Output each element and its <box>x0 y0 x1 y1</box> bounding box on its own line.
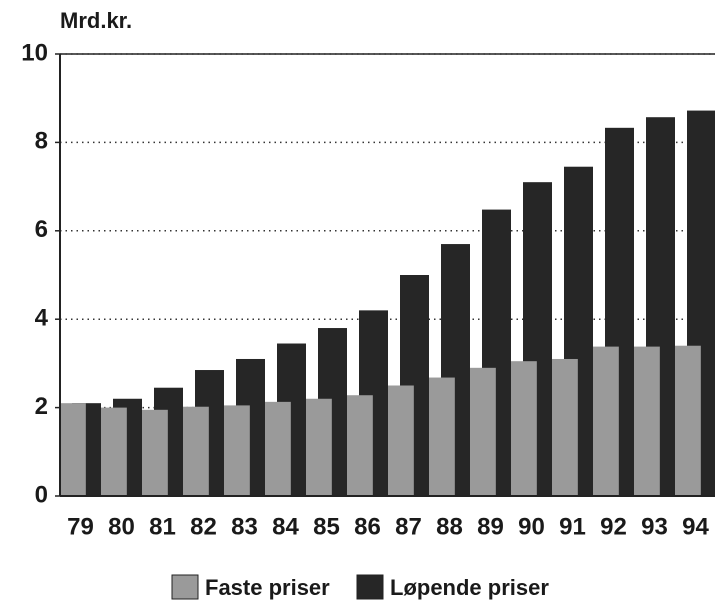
x-tick-label: 85 <box>313 513 340 540</box>
bar <box>183 406 209 496</box>
x-tick-label: 94 <box>682 513 709 540</box>
bar <box>224 405 250 496</box>
x-tick-label: 86 <box>354 513 381 540</box>
x-tick-label: 83 <box>231 513 258 540</box>
x-tick-label: 91 <box>559 513 586 540</box>
bar <box>142 409 168 496</box>
legend-label: Faste priser <box>205 575 330 600</box>
x-tick-label: 89 <box>477 513 504 540</box>
legend-swatch <box>356 574 384 600</box>
x-tick-label: 87 <box>395 513 422 540</box>
y-axis-label: Mrd.kr. <box>60 8 132 33</box>
legend-swatch <box>171 574 199 600</box>
y-tick-label: 0 <box>35 481 48 508</box>
bar <box>429 377 455 496</box>
y-tick-label: 2 <box>35 393 48 420</box>
x-tick-label: 93 <box>641 513 668 540</box>
x-tick-label: 80 <box>108 513 135 540</box>
bar <box>265 401 291 496</box>
bar <box>60 403 86 496</box>
x-tick-label: 88 <box>436 513 463 540</box>
bar <box>634 346 660 496</box>
bar <box>593 346 619 496</box>
x-tick-label: 79 <box>67 513 94 540</box>
bar <box>470 367 496 496</box>
bar <box>101 407 127 496</box>
x-tick-label: 82 <box>190 513 217 540</box>
bar <box>552 358 578 496</box>
y-tick-label: 10 <box>21 39 48 66</box>
bar <box>675 345 701 496</box>
legend-label: Løpende priser <box>390 575 549 600</box>
x-tick-label: 90 <box>518 513 545 540</box>
y-tick-label: 4 <box>35 305 49 332</box>
y-tick-label: 6 <box>35 216 48 243</box>
bar <box>388 385 414 496</box>
x-tick-label: 84 <box>272 513 299 540</box>
x-tick-label: 92 <box>600 513 627 540</box>
bar <box>347 395 373 496</box>
bar <box>511 361 537 496</box>
y-tick-label: 8 <box>35 128 48 155</box>
bar <box>306 398 332 496</box>
x-tick-label: 81 <box>149 513 176 540</box>
